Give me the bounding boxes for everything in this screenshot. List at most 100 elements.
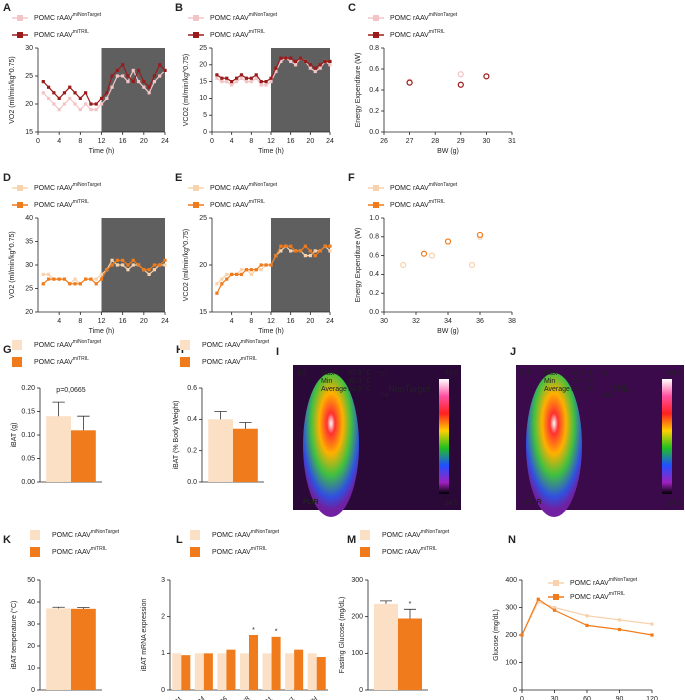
- x-axis-label: BW (g): [437, 148, 459, 155]
- data-point: [308, 66, 312, 70]
- y-tick-label: 10: [27, 665, 35, 672]
- data-point: [142, 268, 146, 272]
- panel-letter: D: [3, 172, 11, 184]
- reading-label: Average: [544, 386, 570, 393]
- x-tick-label: TH: [308, 695, 320, 700]
- bar: [203, 653, 213, 690]
- y-tick-label: 20: [27, 643, 35, 650]
- annotation: p=0,0665: [56, 387, 85, 394]
- legend-superscript: miNonTarget: [73, 182, 102, 188]
- data-point: [126, 80, 130, 84]
- legend-label: POMC rAAVmiTRIL: [34, 199, 89, 209]
- data-point: [94, 282, 98, 286]
- data-point: [215, 282, 219, 286]
- y-tick-label: 35: [25, 238, 33, 245]
- x-tick-label: 16: [287, 138, 295, 145]
- data-point: [552, 605, 557, 610]
- data-point: [105, 91, 109, 95]
- legend-label: POMC rAAVmiNonTarget: [210, 182, 278, 192]
- bar: [285, 653, 295, 690]
- x-tick-label: 20: [306, 138, 314, 145]
- x-tick-label: 30: [551, 696, 559, 700]
- x-tick-label: 34: [444, 318, 452, 325]
- y-tick-label: 0.6: [369, 252, 379, 259]
- data-point: [41, 80, 45, 84]
- reading-value: 30.3 °C: [348, 377, 371, 385]
- bar: [217, 653, 227, 690]
- y-tick-label: 0.4: [369, 271, 379, 278]
- data-point: [115, 74, 119, 78]
- data-point: [289, 249, 293, 253]
- data-point: [274, 254, 278, 258]
- y-axis-label: iBAT mRNA expression: [141, 599, 148, 672]
- data-point: [115, 68, 119, 72]
- legend-marker: [193, 185, 199, 191]
- data-point: [147, 85, 151, 89]
- panel-letter: F: [348, 172, 355, 184]
- legend-name: POMC rAAV: [570, 580, 609, 587]
- data-point: [318, 249, 322, 253]
- data-point: [152, 80, 157, 84]
- y-tick-label: 200: [505, 632, 517, 639]
- data-point: [328, 249, 332, 253]
- reading-value: 34.0 °C: [348, 385, 371, 393]
- y-tick-label: 200: [351, 614, 363, 621]
- legend-superscript: miTRIL: [251, 546, 267, 552]
- x-tick-label: 16: [119, 318, 127, 325]
- y-tick-label: 1.0: [369, 215, 379, 222]
- data-point: [215, 291, 219, 295]
- data-point: [52, 102, 56, 106]
- data-point: [234, 272, 239, 276]
- legend-label: POMC rAAVmiNonTarget: [52, 529, 120, 539]
- bar: [271, 636, 281, 690]
- data-point: [293, 249, 298, 253]
- legend-marker: [373, 202, 379, 208]
- legend-label: POMC rAAVmiNonTarget: [210, 12, 278, 22]
- legend-label: POMC rAAVmiNonTarget: [34, 12, 102, 22]
- data-point: [259, 80, 263, 84]
- data-point: [110, 74, 114, 78]
- scale-max: 40.0: [667, 370, 681, 377]
- scale-max: 40.0: [444, 370, 458, 377]
- legend-superscript: miNonTarget: [429, 12, 458, 18]
- x-tick-label: 27: [406, 138, 414, 145]
- data-point: [269, 80, 273, 84]
- x-axis-label: Time (h): [258, 148, 284, 155]
- data-point: [121, 63, 125, 67]
- data-point: [293, 59, 298, 64]
- reading-value: 29.9 °C: [571, 377, 594, 385]
- data-point: [41, 91, 45, 95]
- panel-letter: E: [175, 172, 182, 184]
- x-tick-label: 8: [249, 318, 253, 325]
- y-tick-label: 0.05: [21, 455, 35, 462]
- y-tick-label: 0.0: [369, 309, 379, 316]
- legend-label: POMC rAAVmiNonTarget: [202, 339, 270, 349]
- data-point: [152, 74, 157, 78]
- dark-period: [101, 48, 165, 132]
- data-point: [78, 282, 82, 286]
- y-tick-label: 0: [203, 129, 207, 136]
- y-tick-label: 1: [161, 650, 165, 657]
- legend-swatch: [190, 530, 200, 540]
- y-tick-label: 0.2: [187, 448, 197, 455]
- y-axis-label: VO2 (ml/min/kg^0.75): [9, 231, 16, 298]
- y-tick-label: 15: [25, 129, 33, 136]
- data-point: [617, 627, 622, 632]
- legend-label: POMC rAAVmiTRIL: [52, 546, 107, 556]
- x-tick-label: 30: [483, 138, 491, 145]
- data-point: [84, 102, 88, 106]
- x-tick-label: 26: [380, 138, 388, 145]
- legend-marker: [193, 15, 199, 21]
- y-axis-label: Glucose (mg/dL): [493, 609, 500, 661]
- group-label: miTRIL: [604, 384, 631, 398]
- x-tick-label: 0: [520, 696, 524, 700]
- data-point: [230, 272, 234, 276]
- x-tick-label: 16: [287, 318, 295, 325]
- reading-label: Max: [544, 370, 558, 377]
- bar: [71, 608, 96, 690]
- legend-name: POMC rAAV: [34, 202, 73, 209]
- bar: [239, 653, 249, 690]
- x-tick-label: 24: [161, 318, 169, 325]
- reading-value: 37.1 °C: [571, 369, 594, 377]
- error-bar: [77, 415, 90, 431]
